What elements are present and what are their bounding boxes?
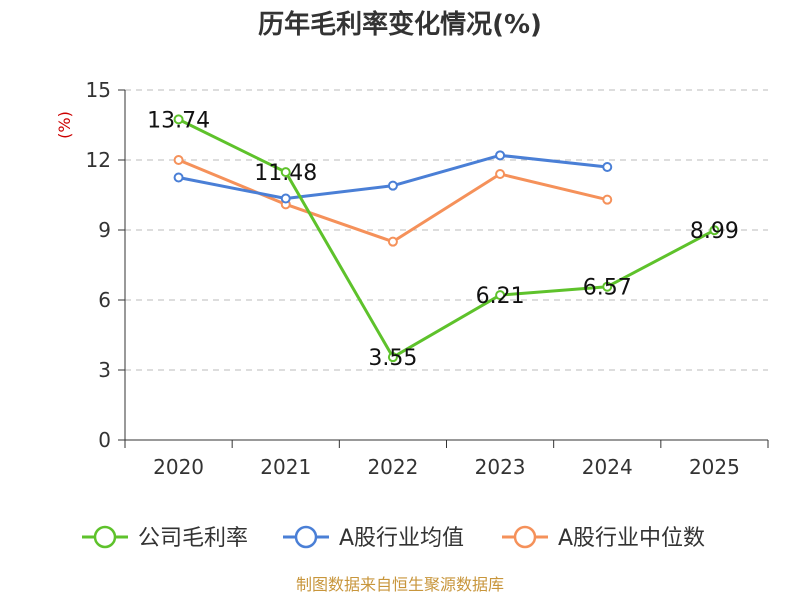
x-tick-label-2023: 2023 <box>475 455 526 479</box>
series-0 <box>173 114 720 363</box>
data-labels: 13.74 11.48 3.55 6.21 6.57 8.99 <box>147 108 739 371</box>
data-point <box>173 172 184 183</box>
legend-label: A股行业中位数 <box>558 526 705 551</box>
data-point <box>495 169 506 179</box>
data-label: 6.57 <box>583 276 632 301</box>
data-label: 6.21 <box>476 284 525 309</box>
y-tick-label: 9 <box>98 218 111 242</box>
grid-lines <box>125 89 768 371</box>
legend-item-1[interactable]: A股行业均值 <box>283 525 464 551</box>
data-label: 11.48 <box>254 161 317 186</box>
x-tick-label-2021: 2021 <box>260 455 311 479</box>
chart-title: 历年毛利率变化情况(%) <box>258 9 542 40</box>
legend-marker-icon <box>93 525 117 549</box>
y-tick-label: 6 <box>98 288 111 312</box>
x-tick-label-2024: 2024 <box>582 455 633 479</box>
data-label: 8.99 <box>690 219 739 244</box>
legend-marker-icon <box>294 525 318 549</box>
data-point <box>602 281 613 292</box>
y-tick-label: 0 <box>98 428 111 452</box>
data-point <box>387 236 398 247</box>
data-point <box>602 162 613 172</box>
data-point <box>495 150 506 161</box>
data-point <box>602 194 613 205</box>
data-point <box>280 193 291 204</box>
legend-marker-icon <box>513 525 537 549</box>
data-point <box>173 155 184 165</box>
source-note: 制图数据来自恒生聚源数据库 <box>296 575 504 594</box>
x-tick-label-2022: 2022 <box>367 455 418 479</box>
legend-item-0[interactable]: 公司毛利率 <box>82 525 248 551</box>
legend-label: 公司毛利率 <box>138 526 248 551</box>
y-axis-unit-label: (%) <box>55 111 74 139</box>
data-point <box>387 352 398 363</box>
data-point <box>173 114 184 125</box>
series-1 <box>173 150 613 204</box>
data-label: 3.55 <box>368 346 417 371</box>
legend-label: A股行业均值 <box>339 526 464 551</box>
series-2 <box>173 155 613 247</box>
y-tick-label: 12 <box>86 148 111 172</box>
axes: 0 3 6 9 12 15 2020 2021 2022 2023 2024 2025 <box>86 78 769 479</box>
data-point <box>387 180 398 191</box>
data-point <box>495 290 506 301</box>
legend-item-2[interactable]: A股行业中位数 <box>502 525 705 551</box>
series-lines <box>173 114 720 363</box>
data-point <box>280 167 291 178</box>
x-tick-label-2020: 2020 <box>153 455 204 479</box>
legend: 公司毛利率 A股行业均值 A股行业中位数 <box>82 525 705 551</box>
x-tick-label-2025: 2025 <box>689 455 740 479</box>
series-line <box>177 117 716 359</box>
y-tick-label: 3 <box>98 358 111 382</box>
data-label: 13.74 <box>147 108 210 133</box>
data-point <box>709 225 720 236</box>
y-tick-label: 15 <box>86 78 111 102</box>
